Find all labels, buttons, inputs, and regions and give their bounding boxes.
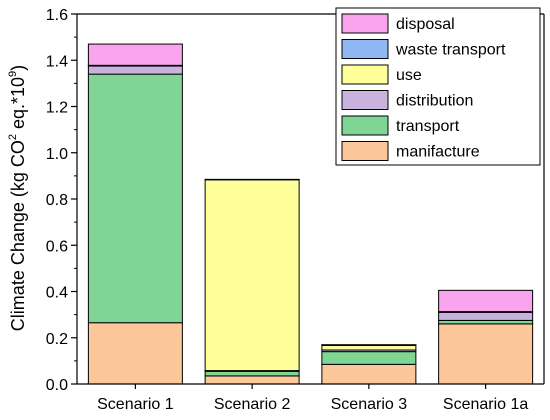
bar-segment-scenario-3-use [321,344,417,351]
y-tick-label: 0.8 [46,192,68,209]
bar-segment-scenario-2-use [204,179,300,372]
bar-segment-scenario-2-manifacture [204,375,300,385]
bar-segment-scenario-1a-transport [438,319,534,325]
legend-swatch-manifacture [341,141,389,161]
legend-label-disposal: disposal [396,16,455,33]
y-tick-label: 1.4 [46,53,68,70]
y-axis-title-prefix: Climate Change (kg CO [8,140,28,331]
legend-label-manifacture: manifacture [396,144,480,161]
bar-segment-scenario-3-transport [321,351,417,365]
bar-segment-scenario-1-disposal [87,43,183,66]
bars-group [87,43,534,385]
y-tick-label: 0.2 [46,331,68,348]
x-tick-label-scenario-2: Scenario 2 [214,396,291,413]
bar-segment-scenario-1-distribution [87,65,183,75]
axes-group: 0.0 0.2 0.4 0.6 0.8 1.0 1.2 1.4 1.6 Scenario 1 Sce… [46,7,545,413]
bar-segment-scenario-2-transport [204,370,300,377]
legend-swatch-use [341,64,389,85]
legend-swatch-distribution [341,90,389,110]
y-axis-title-suffix: ) [8,65,28,71]
legend-swatch-transport [341,115,389,136]
legend-swatch-waste-transport [341,39,389,59]
y-tick-label: 0.0 [46,377,68,394]
y-axis-title: Climate Change (kg CO2 eq.*109) [7,65,28,331]
bar-segment-scenario-1a-distribution [438,311,534,321]
bar-segment-scenario-1a-manifacture [438,323,534,385]
legend: disposal waste transport use distribution tr… [335,7,541,166]
y-tick-label: 0.4 [46,285,68,302]
legend-label-use: use [396,67,422,84]
legend-label-transport: transport [396,118,460,135]
legend-box [335,7,541,166]
y-axis-title-middle: eq.*10 [8,77,28,134]
y-tick-label: 0.6 [46,238,68,255]
y-axis-title-exponent: 9 [7,71,19,77]
x-tick-label-scenario-3: Scenario 3 [331,396,408,413]
x-tick-label-scenario-1: Scenario 1 [97,396,174,413]
y-tick-label: 1.2 [46,100,68,117]
legend-label-waste-transport: waste transport [395,42,506,59]
bar-segment-scenario-1-manifacture [87,322,183,385]
y-tick-label: 1.0 [46,146,68,163]
x-tick-label-scenario-1a: Scenario 1a [443,396,528,413]
bar-segment-scenario-1a-disposal [438,289,534,313]
bar-segment-scenario-1-transport [87,73,183,324]
legend-swatch-disposal [341,13,389,34]
legend-label-distribution: distribution [396,93,473,110]
y-tick-label: 1.6 [46,7,68,24]
bar-segment-scenario-3-manifacture [321,363,417,385]
y-axis-title-co2-superscript: 2 [7,134,19,140]
